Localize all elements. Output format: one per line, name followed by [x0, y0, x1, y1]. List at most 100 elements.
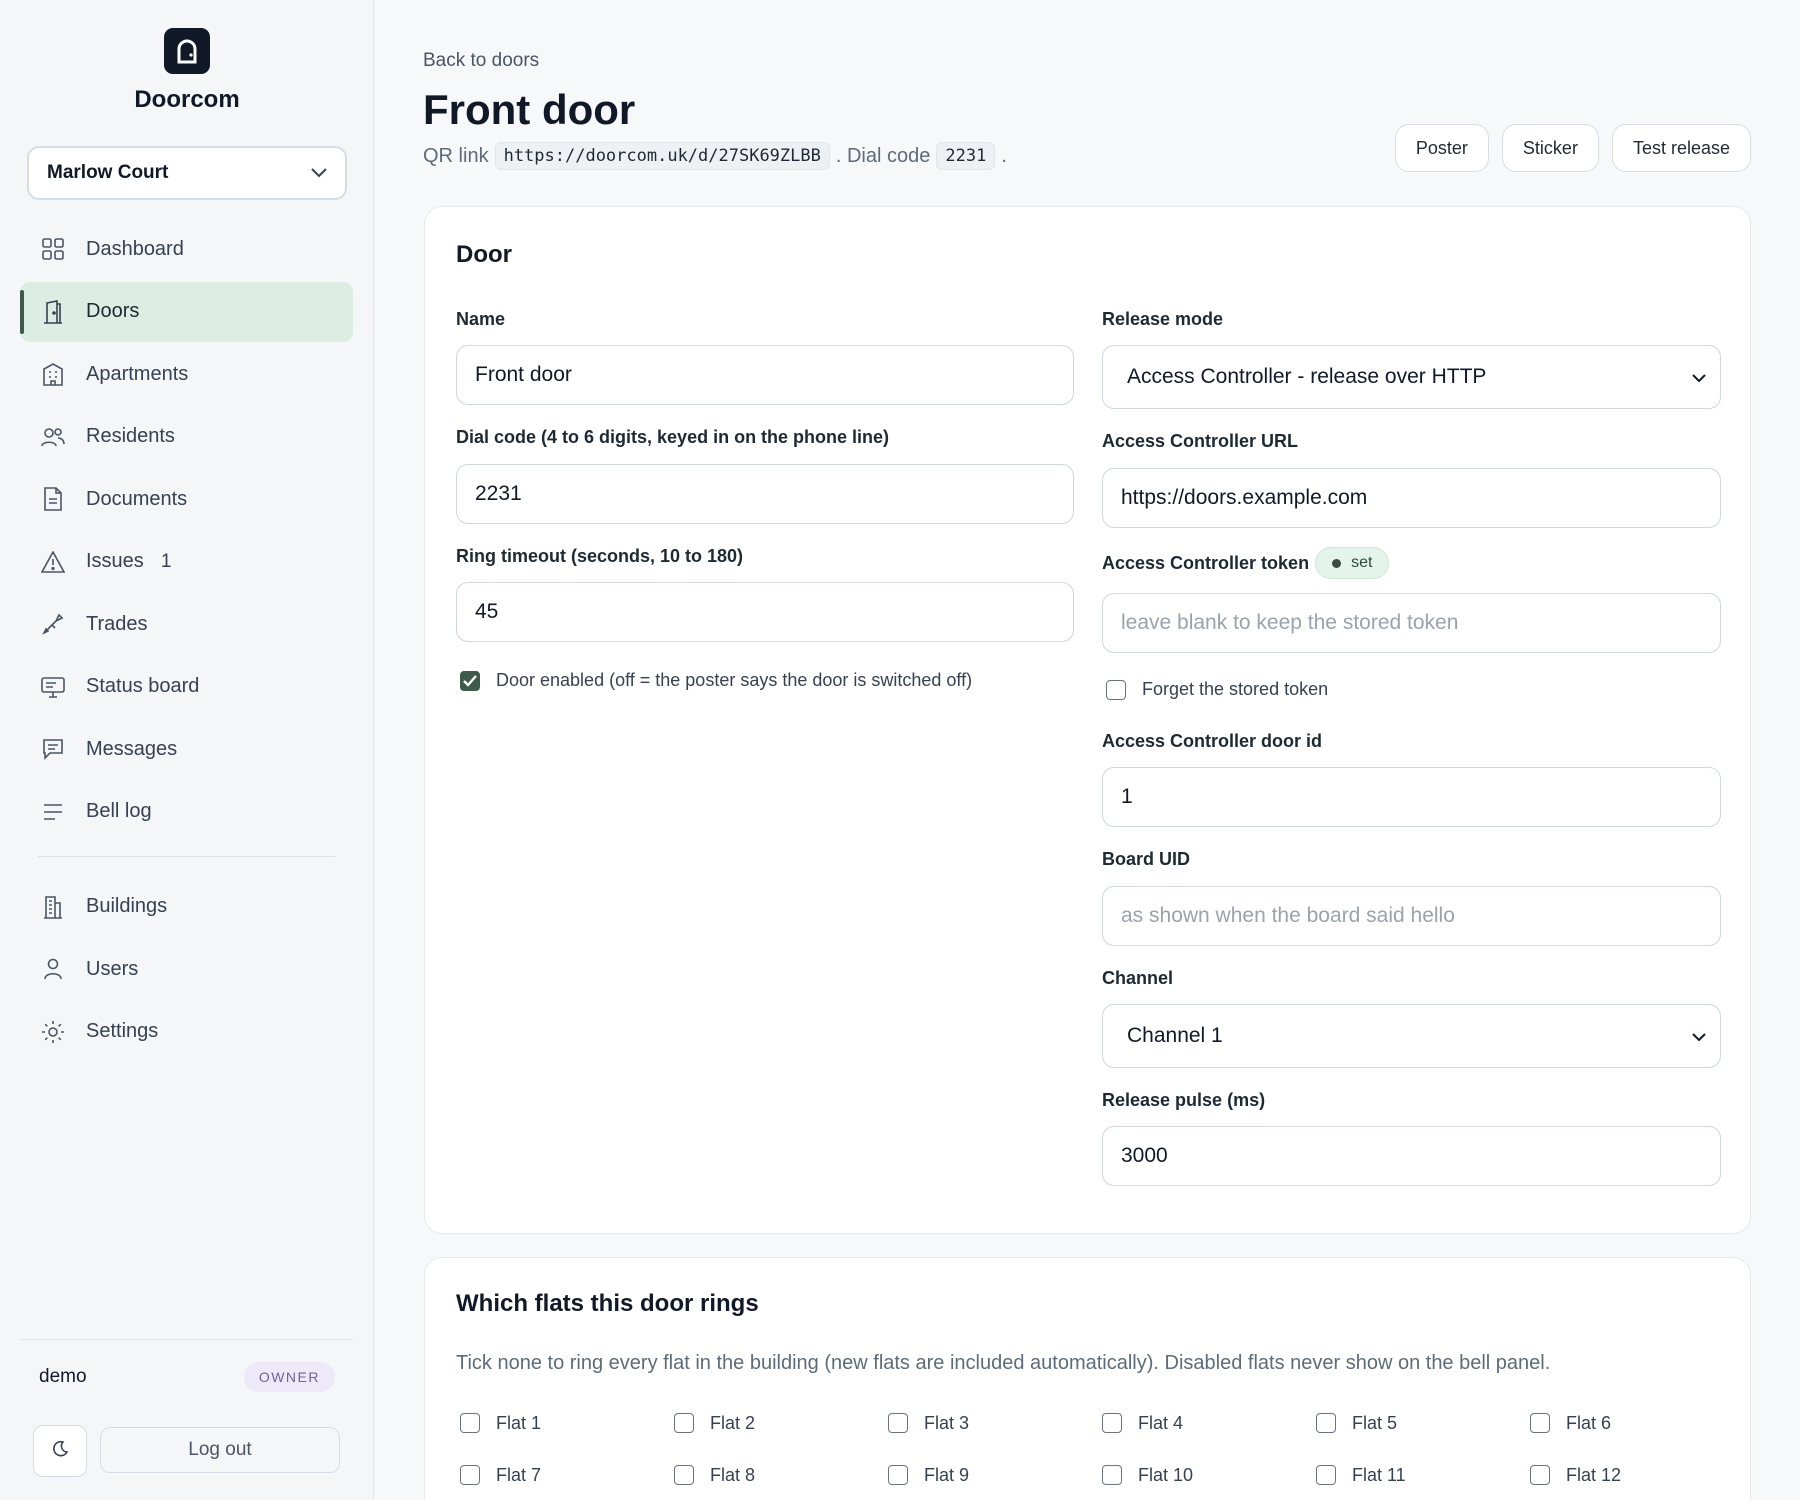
flat-option[interactable]: Flat 9	[888, 1464, 1102, 1486]
sidebar-item-label: Bell log	[86, 800, 152, 822]
apartment-icon	[40, 361, 66, 387]
list-icon	[40, 799, 66, 825]
dial-code-label: Dial code (4 to 6 digits, keyed in on th…	[456, 427, 890, 447]
flat-option[interactable]: Flat 3	[888, 1412, 1102, 1434]
door-id-input[interactable]: 1	[1102, 767, 1721, 827]
chevron-down-icon	[1692, 1024, 1706, 1048]
building-select-value: Marlow Court	[47, 162, 169, 183]
sidebar-item-settings[interactable]: Settings	[20, 1002, 353, 1062]
sidebar-item-users[interactable]: Users	[20, 939, 353, 999]
flat-checkbox[interactable]	[1530, 1413, 1550, 1433]
flat-checkbox-grid: Flat 1 Flat 2 Flat 3 Flat 4 Flat 5 Flat …	[460, 1412, 1750, 1486]
sidebar-item-label: Documents	[86, 487, 188, 510]
sidebar-item-messages[interactable]: Messages	[20, 719, 353, 779]
flat-label: Flat 5	[1352, 1412, 1398, 1433]
sidebar-item-status-board[interactable]: Status board	[20, 657, 353, 717]
doorcom-logo-icon[interactable]	[164, 28, 210, 74]
sidebar-item-label: Doors	[86, 300, 140, 322]
flat-checkbox[interactable]	[1102, 1413, 1122, 1433]
token-label: Access Controller token	[1102, 552, 1310, 573]
board-uid-label: Board UID	[1102, 849, 1191, 869]
flat-checkbox[interactable]	[674, 1465, 694, 1485]
flat-label: Flat 2	[710, 1412, 756, 1433]
board-uid-input[interactable]: as shown when the board said hello	[1102, 886, 1721, 946]
poster-button[interactable]: Poster	[1394, 124, 1489, 172]
sidebar-item-bell-log[interactable]: Bell log	[20, 782, 353, 842]
sidebar-item-issues[interactable]: Issues 1	[20, 532, 353, 592]
release-mode-value: Access Controller - release over HTTP	[1127, 365, 1487, 388]
flat-checkbox[interactable]	[1316, 1465, 1336, 1485]
ring-timeout-label: Ring timeout (seconds, 10 to 180)	[456, 546, 744, 566]
back-link[interactable]: Back to doors	[423, 50, 540, 71]
user-icon	[40, 956, 66, 982]
sidebar: Doorcom Marlow Court Dashboard Doors Apa…	[0, 0, 374, 1500]
door-enabled-checkbox[interactable]	[460, 670, 480, 691]
door-enabled-row[interactable]: Door enabled (off = the poster says the …	[460, 670, 972, 691]
sidebar-item-documents[interactable]: Documents	[20, 469, 353, 529]
header-actions: Poster Sticker Test release	[1394, 124, 1751, 172]
release-mode-label: Release mode	[1102, 309, 1224, 329]
building-select[interactable]: Marlow Court	[27, 146, 347, 200]
channel-select[interactable]: Channel 1	[1102, 1004, 1721, 1068]
flat-checkbox[interactable]	[888, 1413, 908, 1433]
flat-checkbox[interactable]	[1316, 1413, 1336, 1433]
flat-checkbox[interactable]	[1530, 1465, 1550, 1485]
sticker-button[interactable]: Sticker	[1501, 124, 1599, 172]
flat-option[interactable]: Flat 11	[1316, 1464, 1530, 1486]
door-id-label: Access Controller door id	[1102, 731, 1323, 751]
flat-checkbox[interactable]	[674, 1413, 694, 1433]
door-card: Door Name Front door Dial code (4 to 6 d…	[424, 206, 1751, 1234]
forget-token-row[interactable]: Forget the stored token	[1106, 679, 1328, 700]
door-card-title: Door	[456, 241, 512, 268]
flat-option[interactable]: Flat 10	[1102, 1464, 1316, 1486]
chevron-down-icon	[311, 162, 327, 184]
flat-checkbox[interactable]	[460, 1465, 480, 1485]
dashboard-icon	[40, 236, 66, 262]
token-set-badge-text: set	[1351, 554, 1373, 571]
sidebar-item-residents[interactable]: Residents	[20, 407, 353, 467]
flat-label: Flat 3	[924, 1412, 970, 1433]
flat-checkbox[interactable]	[888, 1465, 908, 1485]
flat-checkbox[interactable]	[460, 1413, 480, 1433]
sidebar-item-apartments[interactable]: Apartments	[20, 344, 353, 404]
sidebar-item-label: Trades	[86, 612, 148, 635]
flat-option[interactable]: Flat 6	[1530, 1412, 1744, 1434]
ring-timeout-input[interactable]: 45	[456, 582, 1074, 642]
sidebar-item-buildings[interactable]: Buildings	[20, 877, 353, 937]
dial-code-label: . Dial code	[835, 144, 931, 167]
flat-option[interactable]: Flat 4	[1102, 1412, 1316, 1434]
flat-label: Flat 9	[924, 1464, 970, 1485]
url-input[interactable]: https://doors.example.com	[1102, 468, 1721, 528]
name-label: Name	[456, 309, 506, 329]
flat-option[interactable]: Flat 5	[1316, 1412, 1530, 1434]
flat-option[interactable]: Flat 8	[674, 1464, 888, 1486]
release-pulse-input[interactable]: 3000	[1102, 1126, 1721, 1186]
forget-token-label: Forget the stored token	[1142, 679, 1329, 699]
sidebar-item-trades[interactable]: Trades	[20, 594, 353, 654]
role-badge: OWNER	[243, 1362, 335, 1392]
sidebar-item-label: Settings	[86, 1020, 159, 1042]
flat-checkbox[interactable]	[1102, 1465, 1122, 1485]
flat-option[interactable]: Flat 1	[460, 1412, 674, 1434]
test-release-button[interactable]: Test release	[1611, 124, 1751, 172]
page-title: Front door	[423, 86, 636, 133]
dial-code-value: 2231	[936, 142, 996, 170]
flat-option[interactable]: Flat 7	[460, 1464, 674, 1486]
chevron-down-icon	[1692, 365, 1706, 389]
release-mode-select[interactable]: Access Controller - release over HTTP	[1102, 345, 1721, 409]
flat-option[interactable]: Flat 2	[674, 1412, 888, 1434]
sidebar-item-dashboard[interactable]: Dashboard	[20, 219, 353, 279]
theme-toggle-button[interactable]	[33, 1425, 87, 1477]
sidebar-item-label: Residents	[86, 425, 175, 447]
flat-option[interactable]: Flat 12	[1530, 1464, 1744, 1486]
forget-token-checkbox[interactable]	[1106, 679, 1126, 700]
flat-label: Flat 1	[496, 1412, 542, 1433]
sidebar-item-doors[interactable]: Doors	[20, 281, 353, 342]
name-input[interactable]: Front door	[456, 345, 1074, 405]
token-input[interactable]: leave blank to keep the stored token	[1102, 593, 1721, 653]
monitor-icon	[40, 674, 66, 700]
door-icon	[40, 299, 66, 325]
dial-code-input[interactable]: 2231	[456, 464, 1074, 524]
logout-button[interactable]: Log out	[100, 1427, 340, 1473]
summary-period: .	[1001, 144, 1007, 167]
